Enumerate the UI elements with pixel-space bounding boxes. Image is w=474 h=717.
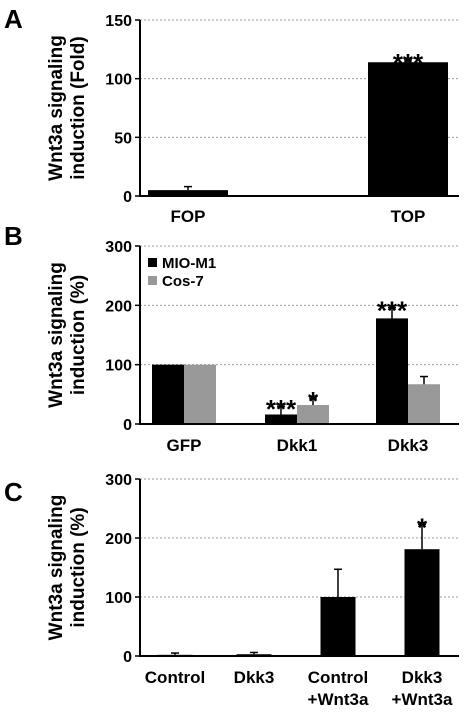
panel-c-x-tick-label-2-line-2: +Wnt3a [308, 690, 369, 709]
panel-b-letter: B [4, 221, 23, 251]
panel-b-y-axis-title-line-1: Wnt3a signaling [46, 262, 67, 408]
panel-c-x-tick-label-3-line-1: Dkk3 [402, 668, 443, 687]
panel-c-letter: C [4, 477, 23, 507]
panel-c-y-tick-label-200: 200 [105, 531, 132, 548]
panel-c-x-tick-label-2-line-1: Control [308, 668, 368, 687]
panel-c-bar-s0-2 [320, 597, 356, 656]
panel-b-bar-s1-2 [408, 384, 440, 424]
panel-c: C Wnt3a signaling induction (%) 0 100 200 300 *… [4, 472, 459, 709]
panel-a-y-tick-label-50: 50 [114, 130, 132, 147]
panel-a-y-axis-title-line-2: induction (Fold) [68, 36, 89, 180]
panel-b-legend-swatch-0 [148, 258, 157, 267]
panel-b: B Wnt3a signaling induction (%) 0 100 200 300 *… [4, 221, 459, 455]
panel-c-y-tick-label-100: 100 [105, 590, 132, 607]
panel-b-significance-s0-2: *** [377, 296, 408, 326]
panel-a-y-tick-label-0: 0 [123, 189, 132, 206]
panel-b-bar-s1-1 [297, 405, 329, 424]
panel-a-y-axis-title-line-1: Wnt3a signaling [46, 35, 67, 181]
panel-a-y-tick-label-100: 100 [105, 72, 132, 89]
panel-b-y-tick-label-100: 100 [105, 358, 132, 375]
panel-c-x-tick-label-3-line-2: +Wnt3a [392, 690, 453, 709]
panel-b-significance-s1-1: * [308, 386, 319, 416]
panel-b-x-tick-label-2: Dkk3 [388, 436, 429, 455]
panel-a: A Wnt3a signaling induction (Fold) 0 50 100 15… [4, 4, 459, 226]
panel-c-significance-s0-3: * [417, 512, 428, 542]
panel-c-x-tick-label-0: Control [145, 668, 205, 687]
panel-c-y-axis-title-line-1: Wnt3a signaling [46, 495, 67, 641]
panel-b-bar-s0-1 [265, 414, 297, 424]
panel-a-letter: A [4, 4, 23, 34]
panel-a-x-tick-label-1: TOP [391, 207, 426, 226]
panel-a-bar-s0-1 [368, 62, 448, 196]
panel-b-x-tick-label-0: GFP [167, 436, 202, 455]
panel-a-x-tick-label-0: FOP [171, 207, 206, 226]
panel-b-bar-s1-0 [184, 364, 216, 424]
panel-b-bar-s0-0 [152, 364, 184, 424]
panel-a-bar-s0-0 [148, 190, 228, 196]
panel-c-y-tick-label-0: 0 [123, 649, 132, 666]
panel-b-x-tick-label-1: Dkk1 [277, 436, 318, 455]
panel-b-legend-label-0: MIO-M1 [162, 255, 216, 272]
panel-a-significance-s0-1: *** [393, 48, 424, 78]
panel-b-legend-swatch-1 [148, 276, 157, 285]
panel-b-significance-s0-1: *** [266, 394, 297, 424]
panel-c-bar-s0-3 [404, 549, 440, 656]
panel-b-y-tick-label-300: 300 [105, 239, 132, 256]
panel-b-y-axis-title-line-2: induction (%) [68, 275, 89, 395]
panel-b-y-tick-label-0: 0 [123, 417, 132, 434]
panel-a-y-tick-label-150: 150 [105, 13, 132, 30]
panel-b-y-tick-label-200: 200 [105, 298, 132, 315]
panel-b-legend-label-1: Cos-7 [162, 273, 204, 290]
panel-b-bar-s0-2 [376, 318, 408, 424]
panel-c-y-tick-label-300: 300 [105, 472, 132, 489]
panel-c-y-axis-title-line-2: induction (%) [68, 507, 89, 627]
panel-c-x-tick-label-1: Dkk3 [234, 668, 275, 687]
